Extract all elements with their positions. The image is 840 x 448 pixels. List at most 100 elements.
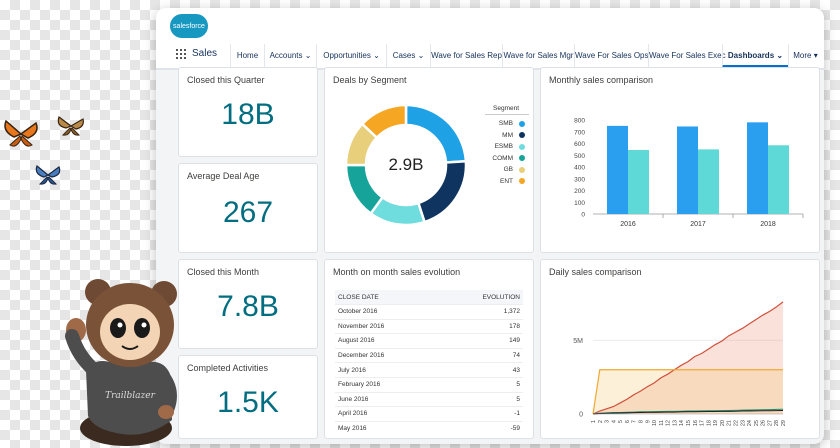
bar-2017-1[interactable] xyxy=(677,126,698,214)
line-series-2[interactable] xyxy=(592,369,783,415)
bar-2018-1[interactable] xyxy=(747,122,768,214)
chevron-down-icon[interactable]: ⌄ xyxy=(373,51,380,60)
x-tick-label: 28 xyxy=(774,420,780,426)
legend-label: MM xyxy=(502,131,513,139)
card-title: Monthly sales comparison xyxy=(549,75,654,85)
x-tick-label: 2017 xyxy=(690,221,706,228)
x-tick-label: 10 xyxy=(652,420,658,426)
caret-down-icon[interactable]: ▾ xyxy=(813,51,818,60)
metric-value: 1.5K xyxy=(217,386,279,419)
bar-2016-1[interactable] xyxy=(607,125,628,214)
butterfly-blue-icon xyxy=(35,165,61,185)
x-tick-label: 2 xyxy=(598,420,604,423)
card-closed-quarter: Closed this Quarter 18B xyxy=(178,67,318,157)
legend-item-mm[interactable]: MM xyxy=(491,132,525,139)
line-series-4[interactable] xyxy=(592,409,784,415)
legend-item-gb[interactable]: GB xyxy=(491,166,525,173)
legend-item-smb[interactable]: SMB xyxy=(491,120,525,127)
table-row[interactable]: November 2016 178 xyxy=(335,318,523,334)
chevron-down-icon[interactable]: ⌄ xyxy=(304,51,312,60)
nav-accounts[interactable]: Accounts ⌄ xyxy=(264,44,316,68)
evolution-table: CLOSE DATE EVOLUTION October 2016 1,372 No… xyxy=(335,290,523,436)
legend-label: ESMB xyxy=(494,143,513,150)
y-tick-label: 800 xyxy=(574,118,585,125)
legend-swatch xyxy=(519,178,525,184)
legend-swatch xyxy=(519,132,525,138)
table-row[interactable]: October 2016 1,372 xyxy=(335,304,523,320)
nav-opportunities[interactable]: Opportunities ⌄ xyxy=(316,44,386,68)
evolution-cell: 5 xyxy=(437,391,523,407)
legend-item-esmb[interactable]: ESMB xyxy=(491,143,525,150)
table-row[interactable]: June 2016 5 xyxy=(335,391,523,407)
y-tick-label: 100 xyxy=(574,200,585,207)
app-launcher-icon[interactable] xyxy=(176,48,186,59)
x-tick-label: 11 xyxy=(659,420,665,426)
nav-more[interactable]: More ▾ xyxy=(788,44,822,68)
close-date-cell: July 2016 xyxy=(335,362,438,378)
x-tick-label: 19 xyxy=(713,420,719,426)
table-row[interactable]: February 2016 5 xyxy=(335,376,523,393)
table-row[interactable]: December 2016 74 xyxy=(335,347,523,363)
table-row[interactable]: May 2016 -59 xyxy=(335,420,523,436)
donut-slice-ent[interactable] xyxy=(360,103,408,140)
evolution-cell: 1,372 xyxy=(437,304,523,320)
legend-title: Segment xyxy=(493,105,520,112)
card-month-on-month: Month on month sales evolution CLOSE DAT… xyxy=(324,259,534,439)
line-series-1[interactable] xyxy=(592,301,784,415)
evolution-cell: 149 xyxy=(437,333,523,349)
x-tick-label: 2016 xyxy=(620,221,636,228)
metric-value: 7.8B xyxy=(217,290,279,323)
nav-wave-sales-ops[interactable]: Wave For Sales Ops xyxy=(574,44,649,68)
salesforce-logo[interactable]: salesforce xyxy=(170,14,208,38)
donut-slice-smb[interactable] xyxy=(404,103,468,164)
bar-2018-2[interactable] xyxy=(768,145,789,214)
salesforce-window: salesforce Sales Home Accounts ⌄ Opportu… xyxy=(156,8,824,444)
butterfly-orange-icon xyxy=(4,119,38,147)
bar-2016-2[interactable] xyxy=(628,149,649,214)
evolution-cell: 74 xyxy=(437,347,523,363)
nav-wave-sales-rep[interactable]: Wave for Sales Rep xyxy=(430,44,502,68)
x-tick-label: 23 xyxy=(740,420,746,426)
legend-swatch xyxy=(519,120,525,127)
card-title: Month on month sales evolution xyxy=(333,267,461,277)
table-row[interactable]: August 2016 149 xyxy=(335,333,523,349)
y-tick-label: 600 xyxy=(574,141,585,148)
nav-dashboards[interactable]: Dashboards ⌄ xyxy=(722,44,788,68)
close-date-cell: August 2016 xyxy=(335,333,438,349)
close-date-cell: June 2016 xyxy=(335,391,438,407)
legend-label: GB xyxy=(503,166,513,173)
bar-chart: 0 100 200 300 400 500 600 700 800 2016 2017 2018 xyxy=(574,118,804,228)
legend-item-ent[interactable]: ENT xyxy=(491,178,525,185)
x-tick-label: 13 xyxy=(672,420,678,426)
x-tick-label: 3 xyxy=(605,420,611,423)
legend-item-comm[interactable]: COMM xyxy=(491,155,525,162)
column-header[interactable]: EVOLUTION xyxy=(437,290,523,305)
x-tick-label: 25 xyxy=(754,420,760,426)
bar-2017-2[interactable] xyxy=(698,149,719,214)
table-row[interactable]: July 2016 43 xyxy=(335,362,523,378)
nav-wave-sales-exec[interactable]: Wave For Sales Exec xyxy=(648,44,726,68)
nav-cases[interactable]: Cases ⌄ xyxy=(386,44,430,68)
metric-value: 18B xyxy=(221,98,275,131)
x-tick-label: 6 xyxy=(625,420,631,423)
nav-home[interactable]: Home xyxy=(230,44,264,68)
chevron-down-icon[interactable]: ⌄ xyxy=(417,51,425,60)
donut-center-value: 2.9B xyxy=(388,155,424,174)
table-row[interactable]: April 2016 -1 xyxy=(335,406,523,422)
card-monthly-sales: Monthly sales comparison 0 100 200 300 400 50… xyxy=(540,67,820,253)
x-tick-label: 29 xyxy=(781,420,787,426)
card-title: Closed this Quarter xyxy=(187,75,265,85)
card-average-deal-age: Average Deal Age 267 xyxy=(178,163,318,253)
legend-label: SMB xyxy=(498,120,513,127)
card-daily-sales: Daily sales comparison 5M 0 1 2 3 4 5 6 7 8 9 10 11 1… xyxy=(540,259,820,439)
x-tick-label: 5 xyxy=(618,420,624,423)
app-launcher[interactable]: Sales xyxy=(176,48,217,59)
line-series-3[interactable] xyxy=(592,408,784,415)
x-tick-label: 9 xyxy=(645,420,651,423)
y-tick-label: 0 xyxy=(579,412,583,419)
column-header[interactable]: CLOSE DATE xyxy=(335,290,438,305)
app-name: Sales xyxy=(192,48,218,59)
x-tick-label: 26 xyxy=(761,420,767,426)
chevron-down-icon[interactable]: ⌄ xyxy=(776,51,784,60)
nav-wave-sales-mgr[interactable]: Wave for Sales Mgr xyxy=(502,44,574,68)
